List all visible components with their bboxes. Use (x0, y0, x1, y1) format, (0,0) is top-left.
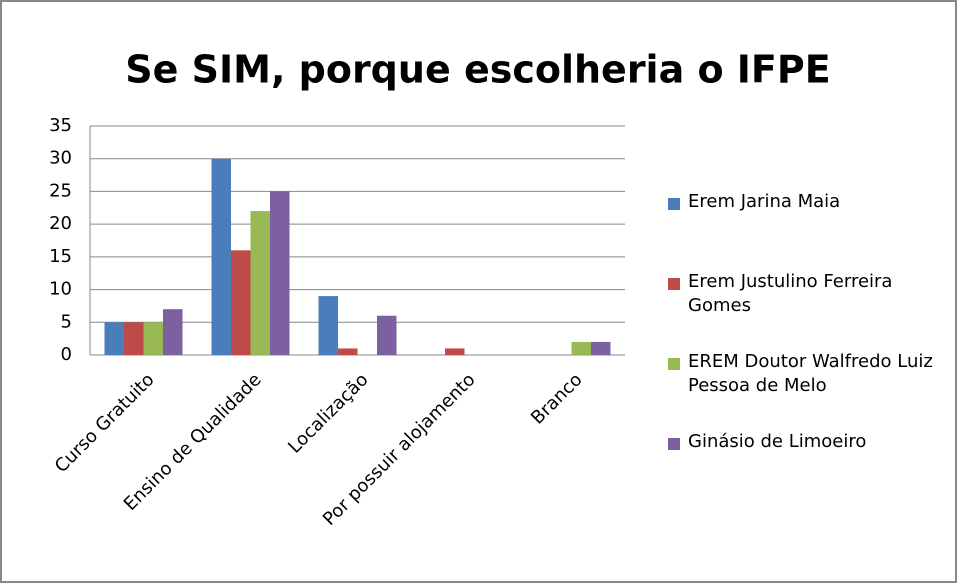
y-tick-label: 5 (61, 311, 72, 332)
legend-entry: Erem Jarina Maia (668, 190, 938, 270)
bar (445, 348, 465, 355)
bar (377, 315, 397, 355)
legend-swatch (668, 438, 680, 450)
bar (104, 322, 124, 355)
legend-entry: EREM Doutor Walfredo Luiz Pessoa de Melo (668, 350, 938, 430)
bar (591, 341, 611, 355)
bar (270, 191, 290, 355)
legend-swatch (668, 278, 680, 290)
legend: Erem Jarina Maia Erem Justulino Ferreira … (668, 190, 938, 510)
legend-swatch (668, 358, 680, 370)
y-tick-label: 25 (49, 180, 72, 201)
y-tick-label: 15 (49, 246, 72, 267)
legend-entry: Ginásio de Limoeiro (668, 430, 938, 510)
bar (163, 309, 183, 355)
bar (231, 250, 251, 355)
legend-label: EREM Doutor Walfredo Luiz Pessoa de Melo (688, 351, 933, 396)
chart-title: Se SIM, porque escolheria o IFPE (125, 48, 830, 92)
legend-label: Ginásio de Limoeiro (688, 431, 867, 452)
y-tick-label: 30 (49, 148, 72, 169)
bar (571, 341, 591, 355)
bar (318, 296, 338, 355)
legend-label: Erem Jarina Maia (688, 191, 841, 212)
bar (338, 348, 358, 355)
y-tick-label: 35 (49, 115, 72, 136)
bar (124, 322, 144, 355)
legend-entry: Erem Justulino Ferreira Gomes (668, 270, 938, 350)
legend-swatch (668, 198, 680, 210)
y-tick-label: 10 (49, 279, 72, 300)
bar (250, 211, 270, 355)
y-tick-label: 20 (49, 213, 72, 234)
bar (143, 322, 163, 355)
bar (211, 158, 231, 355)
y-tick-label: 0 (61, 344, 72, 365)
legend-label: Erem Justulino Ferreira Gomes (688, 271, 893, 316)
